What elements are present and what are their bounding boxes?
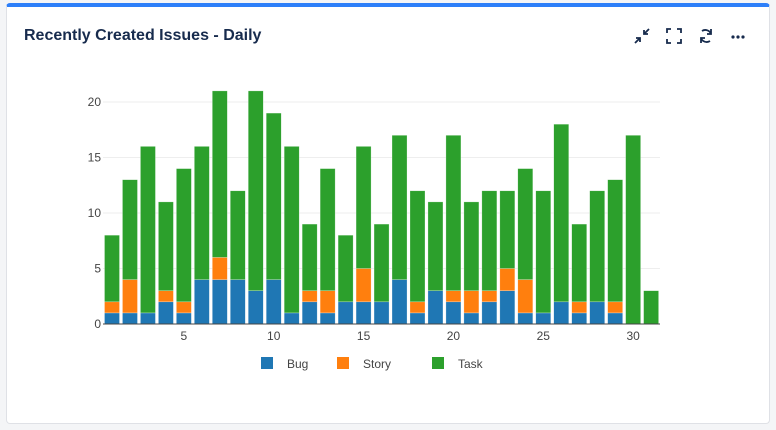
- bar-task: [212, 90, 228, 258]
- bar-bug: [499, 290, 516, 325]
- bar-story: [445, 290, 462, 303]
- bar-task: [391, 135, 408, 280]
- bar-story: [499, 268, 516, 291]
- bar-bug: [391, 279, 408, 325]
- bar-bug: [589, 301, 605, 325]
- bar-task: [445, 135, 462, 291]
- bar-bug: [212, 279, 228, 325]
- bar-bug: [355, 301, 372, 325]
- bar-bug: [194, 279, 210, 325]
- bar-task: [643, 290, 659, 325]
- legend-swatch-story: [337, 357, 349, 369]
- bar-story: [212, 257, 228, 280]
- fullscreen-icon[interactable]: [665, 27, 683, 45]
- bar-story: [481, 290, 498, 303]
- legend-swatch-task: [432, 357, 444, 369]
- bar-task: [607, 179, 623, 303]
- y-tick-label: 0: [94, 317, 101, 331]
- bar-bug: [463, 312, 480, 325]
- bar-task: [337, 234, 354, 303]
- bar-story: [176, 301, 192, 314]
- bar-bug: [373, 301, 390, 325]
- bar-bug: [571, 312, 587, 325]
- x-tick-label: 5: [181, 329, 188, 343]
- bar-story: [301, 290, 318, 303]
- bar-bug: [607, 312, 623, 325]
- bar-story: [517, 279, 534, 314]
- bar-bug: [553, 301, 569, 325]
- bar-task: [319, 168, 336, 291]
- bar-bug: [481, 301, 498, 325]
- x-tick-label: 10: [267, 329, 281, 343]
- legend-label: Task: [458, 357, 484, 371]
- bar-task: [104, 234, 120, 303]
- bar-task: [283, 146, 300, 314]
- bar-story: [104, 301, 120, 314]
- bar-task: [158, 201, 174, 291]
- bar-bug: [122, 312, 138, 325]
- bar-story: [319, 290, 336, 314]
- bar-task: [248, 90, 264, 291]
- collapse-icon[interactable]: [633, 27, 651, 45]
- x-tick-label: 15: [357, 329, 371, 343]
- x-tick-label: 20: [447, 329, 461, 343]
- bar-task: [194, 146, 210, 280]
- bar-bug: [319, 312, 336, 325]
- bar-task: [122, 179, 138, 280]
- bar-bug: [248, 290, 264, 325]
- refresh-icon[interactable]: [697, 27, 715, 45]
- y-tick-label: 5: [94, 262, 101, 276]
- bar-bug: [337, 301, 354, 325]
- bar-story: [122, 279, 138, 314]
- bar-bug: [445, 301, 462, 325]
- bar-task: [625, 135, 641, 325]
- y-tick-label: 15: [88, 151, 102, 165]
- legend-label: Story: [363, 357, 391, 371]
- bar-task: [499, 190, 516, 269]
- bar-bug: [535, 312, 552, 325]
- bar-task: [535, 190, 552, 314]
- gadget-title: Recently Created Issues - Daily: [24, 27, 262, 44]
- bar-task: [427, 201, 444, 291]
- bar-story: [463, 290, 480, 314]
- bar-story: [571, 301, 587, 314]
- bar-bug: [409, 312, 426, 325]
- bar-bug: [283, 312, 300, 325]
- bar-bug: [265, 279, 282, 325]
- bar-task: [140, 146, 156, 314]
- bar-bug: [427, 290, 444, 325]
- bar-task: [355, 146, 372, 269]
- bar-task: [463, 201, 480, 291]
- bar-task: [553, 123, 569, 303]
- x-tick-label: 25: [537, 329, 551, 343]
- bar-task: [373, 223, 390, 303]
- bar-bug: [176, 312, 192, 325]
- y-tick-label: 10: [88, 206, 102, 220]
- y-tick-label: 20: [88, 95, 102, 109]
- bar-story: [409, 301, 426, 314]
- bar-story: [158, 290, 174, 303]
- bar-bug: [301, 301, 318, 325]
- legend-label: Bug: [287, 357, 308, 371]
- bar-task: [230, 190, 246, 280]
- bar-task: [265, 112, 282, 280]
- bar-task: [517, 168, 534, 280]
- bar-task: [589, 190, 605, 303]
- bar-task: [481, 190, 498, 291]
- x-tick-label: 30: [626, 329, 640, 343]
- bar-task: [409, 190, 426, 303]
- bar-bug: [104, 312, 120, 325]
- bar-bug: [158, 301, 174, 325]
- bar-task: [301, 223, 318, 291]
- bar-bug: [230, 279, 246, 325]
- bar-bug: [517, 312, 534, 325]
- bar-story: [355, 268, 372, 303]
- bar-task: [571, 223, 587, 303]
- more-icon[interactable]: [729, 27, 747, 45]
- bar-story: [607, 301, 623, 314]
- legend-swatch-bug: [261, 357, 273, 369]
- bar-task: [176, 168, 192, 303]
- bar-bug: [140, 312, 156, 325]
